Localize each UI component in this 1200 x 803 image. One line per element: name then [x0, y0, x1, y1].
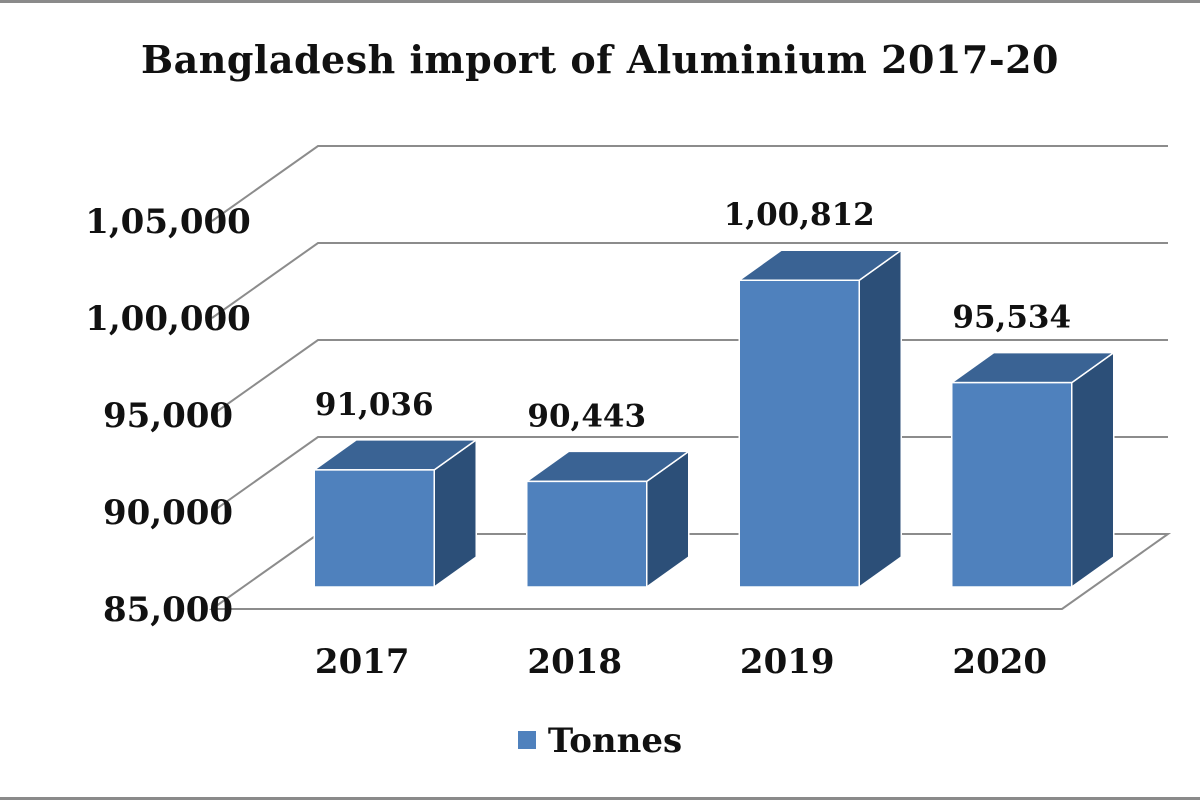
bars — [311, 248, 1117, 589]
x-tick-label: 2018 — [527, 642, 622, 682]
bar — [526, 480, 648, 588]
y-tick-label: 1,00,000 — [85, 299, 251, 339]
x-tick-label: 2020 — [952, 642, 1047, 682]
y-axis-ticks: 85,000 90,000 95,000 1,00,000 1,05,000 — [85, 202, 251, 630]
y-tick-label: 85,000 — [103, 590, 233, 630]
data-label: 91,036 — [315, 387, 434, 423]
data-label: 95,534 — [952, 300, 1071, 336]
bar-side — [1071, 351, 1115, 589]
bar-side — [858, 248, 902, 589]
chart-title: Bangladesh import of Aluminium 2017-20 — [140, 37, 1059, 82]
legend-swatch — [517, 731, 536, 749]
y-tick-label: 95,000 — [103, 396, 233, 436]
legend-label: Tonnes — [547, 721, 683, 761]
x-tick-label: 2019 — [740, 642, 835, 682]
bar — [313, 469, 435, 588]
data-label: 1,00,812 — [724, 197, 875, 233]
data-label: 90,443 — [527, 398, 646, 434]
data-labels: 91,036 90,443 1,00,812 95,534 — [315, 197, 1071, 434]
bar — [951, 381, 1073, 588]
x-axis-ticks: 2017 2018 2019 2020 — [315, 642, 1047, 682]
y-tick-label: 1,05,000 — [85, 202, 251, 242]
bar — [738, 279, 860, 588]
x-tick-label: 2017 — [315, 642, 410, 682]
legend: Tonnes — [0, 721, 1200, 761]
gridline — [211, 145, 1168, 222]
gridline — [211, 242, 1168, 319]
y-tick-label: 90,000 — [103, 493, 233, 533]
